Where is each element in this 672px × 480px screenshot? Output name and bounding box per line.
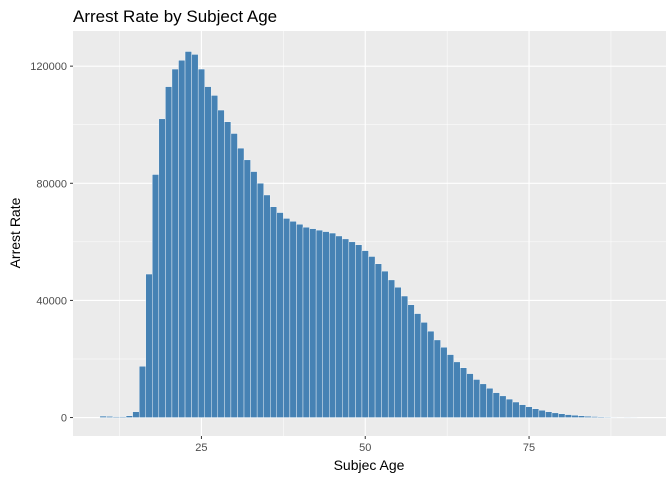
bar: [558, 413, 566, 418]
bar: [361, 250, 369, 418]
bar: [394, 287, 402, 418]
bar: [309, 228, 317, 418]
bar: [440, 347, 448, 418]
bar: [191, 54, 199, 418]
bar: [433, 339, 441, 418]
bar: [112, 416, 120, 418]
bar: [492, 392, 500, 418]
bar: [525, 406, 533, 418]
bar: [184, 51, 192, 418]
bar: [446, 354, 454, 418]
bar: [407, 304, 415, 418]
bar: [302, 227, 310, 418]
bar: [119, 416, 127, 418]
bar: [270, 206, 277, 418]
bar: [263, 194, 271, 418]
bar: [374, 263, 382, 418]
bar: [355, 244, 363, 418]
bar: [152, 174, 160, 418]
bar: [453, 361, 461, 418]
bar: [584, 416, 592, 418]
bar: [283, 218, 291, 418]
bar: [329, 232, 336, 418]
x-tick-label: 50: [359, 442, 371, 454]
y-axis: 0 40000 80000 120000: [30, 61, 73, 425]
bar: [505, 398, 513, 418]
bar: [486, 388, 494, 418]
bar: [125, 415, 133, 418]
bar: [165, 86, 173, 418]
bar: [473, 379, 481, 418]
bar: [427, 330, 435, 418]
bar: [532, 408, 540, 418]
bar: [178, 60, 186, 418]
bar: [197, 68, 205, 418]
bar: [224, 121, 232, 418]
bar: [289, 221, 297, 418]
bar: [256, 183, 264, 418]
bar: [551, 412, 559, 418]
x-tick-label: 25: [195, 442, 207, 454]
bar: [414, 313, 422, 418]
bar: [381, 270, 389, 418]
bar: [604, 416, 612, 418]
bar: [519, 404, 526, 418]
bar: [315, 229, 323, 418]
x-axis-title: Subjec Age: [334, 457, 405, 473]
bar: [204, 86, 212, 418]
bar: [250, 171, 258, 418]
y-tick-label: 80000: [36, 178, 67, 190]
bar: [99, 415, 107, 418]
bar: [479, 383, 487, 418]
bar: [276, 212, 284, 418]
bar: [538, 410, 546, 418]
bar: [138, 366, 146, 418]
bar: [545, 411, 553, 418]
bar: [335, 235, 343, 418]
chart-title: Arrest Rate by Subject Age: [73, 7, 277, 26]
bar: [158, 118, 166, 418]
y-axis-title: Arrest Rate: [7, 197, 23, 268]
bar: [171, 68, 179, 418]
bar: [230, 133, 238, 418]
bar: [597, 416, 605, 418]
bar: [322, 231, 330, 418]
bar: [577, 415, 585, 418]
x-axis: 25 50 75: [195, 436, 535, 454]
bar: [466, 373, 474, 418]
bar: [420, 322, 428, 418]
bar: [243, 159, 251, 418]
bar: [401, 295, 409, 418]
bar: [499, 395, 507, 418]
x-tick-label: 75: [523, 442, 535, 454]
bar: [145, 273, 153, 418]
bar: [387, 279, 395, 418]
bar: [342, 238, 350, 418]
bar: [237, 147, 245, 418]
bars: [99, 51, 638, 418]
bar: [564, 414, 572, 418]
bar: [512, 401, 520, 418]
y-tick-label: 120000: [30, 61, 67, 73]
bar: [348, 241, 356, 418]
bar: [132, 411, 140, 418]
bar: [106, 416, 114, 418]
bar: [591, 416, 599, 418]
bar: [211, 95, 219, 418]
y-tick-label: 0: [61, 413, 67, 425]
bar: [368, 256, 376, 418]
bar: [296, 224, 304, 418]
bar: [217, 109, 225, 418]
bar: [460, 367, 468, 418]
bar: [571, 415, 579, 418]
y-tick-label: 40000: [36, 295, 67, 307]
